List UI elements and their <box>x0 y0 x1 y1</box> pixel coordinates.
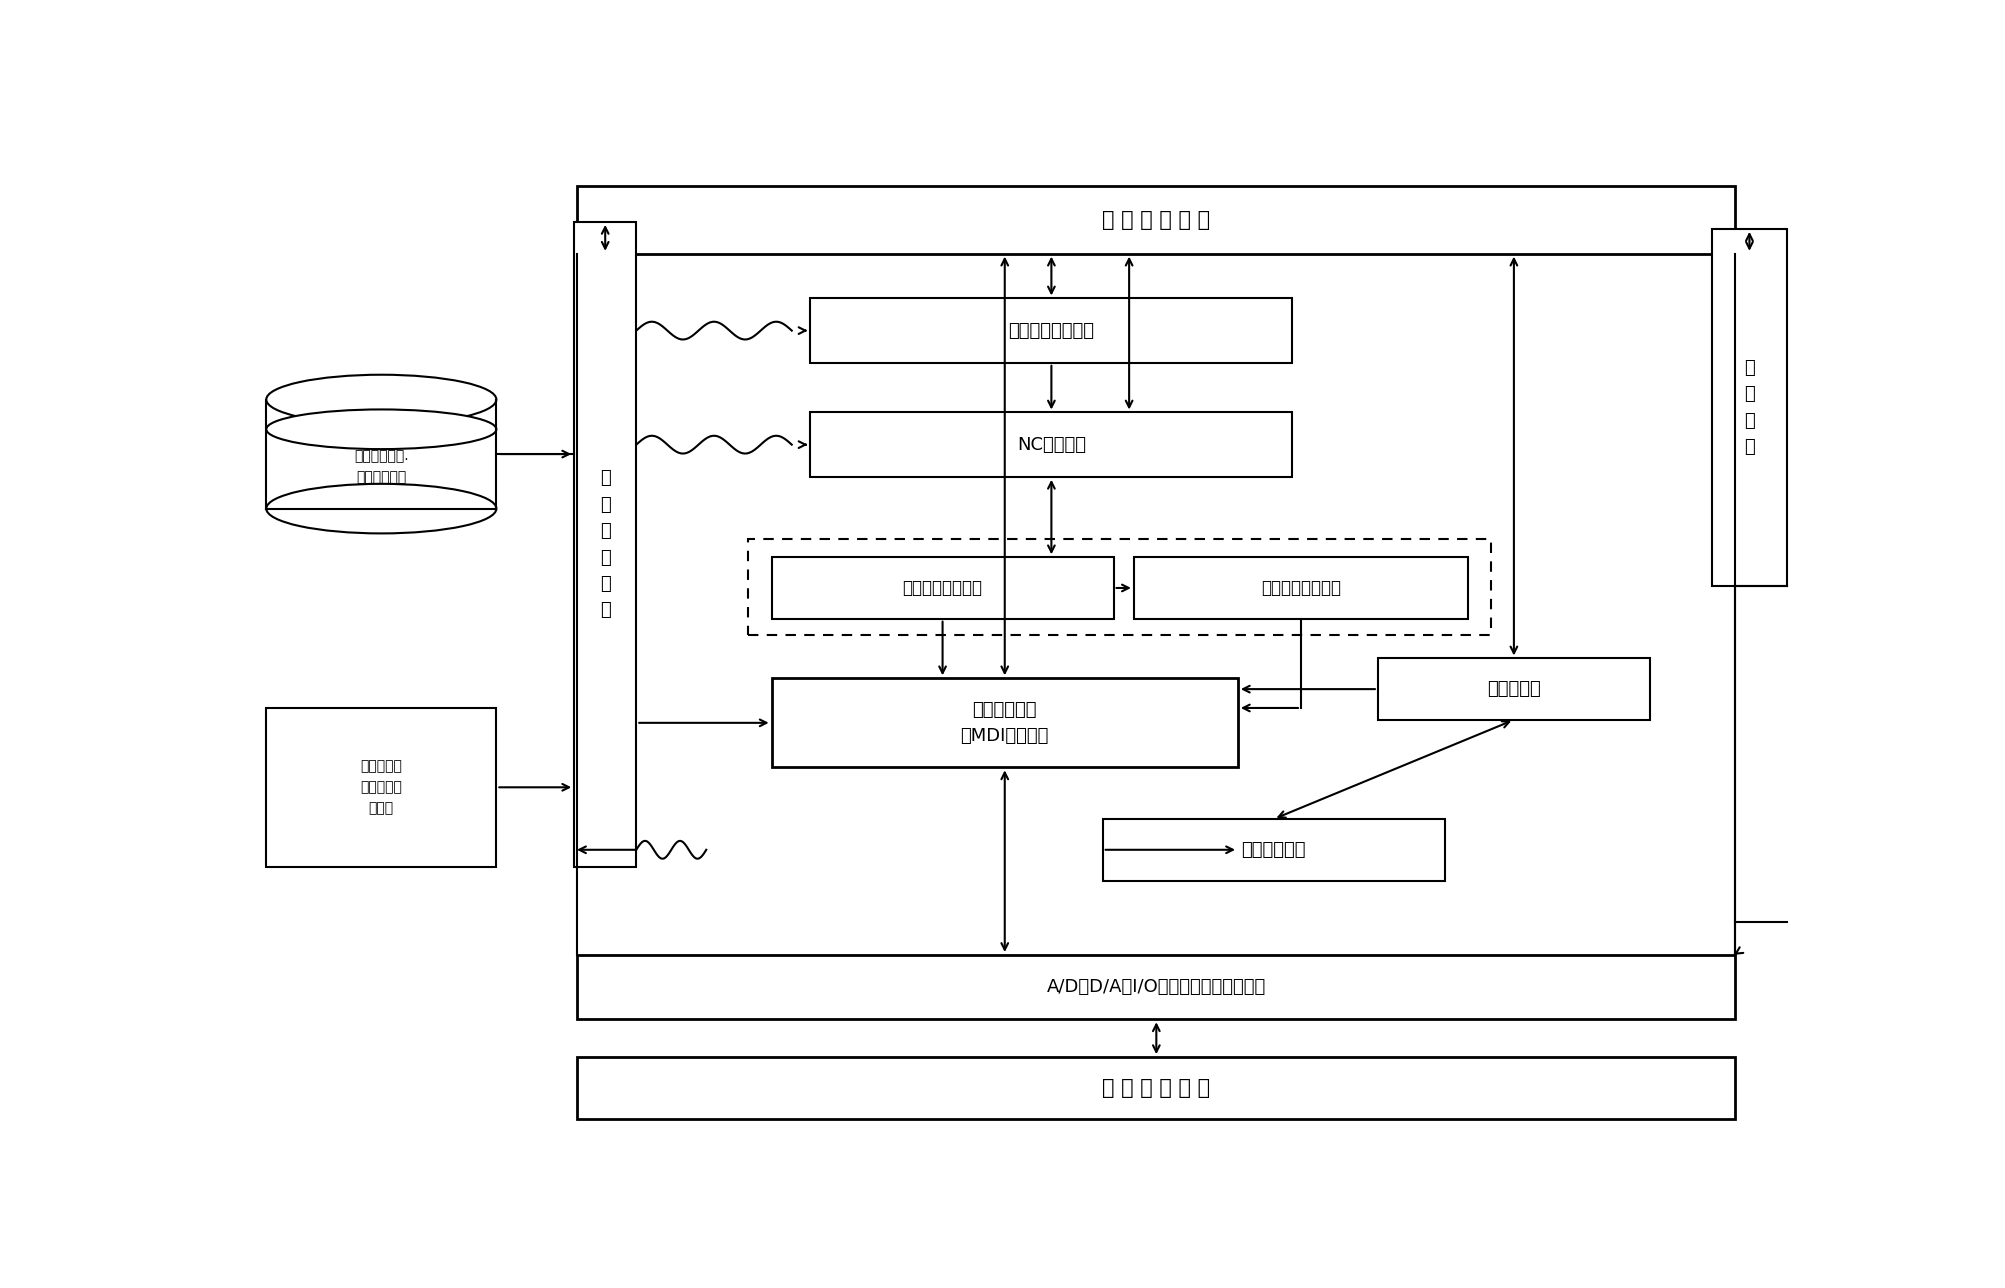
Bar <box>772 558 1113 618</box>
Text: 拉弯过程控制
（MDI、自动）: 拉弯过程控制 （MDI、自动） <box>960 701 1049 744</box>
Bar <box>573 222 636 867</box>
Text: 用 户 界 面 管 理: 用 户 界 面 管 理 <box>1101 210 1209 231</box>
Bar <box>810 299 1291 363</box>
Ellipse shape <box>267 375 495 424</box>
Ellipse shape <box>267 484 495 533</box>
Text: 拉弯过程实时仿真: 拉弯过程实时仿真 <box>1261 580 1339 596</box>
Bar <box>1133 558 1468 618</box>
Text: A/D、D/A、I/O等扩展卡及其驱动程序: A/D、D/A、I/O等扩展卡及其驱动程序 <box>1047 978 1265 996</box>
Text: 操
作
帮
助: 操 作 帮 助 <box>1742 359 1754 456</box>
Bar <box>1377 658 1648 720</box>
Text: 转 台 式 拉 弯 机: 转 台 式 拉 弯 机 <box>1101 1078 1209 1097</box>
Bar <box>772 679 1237 768</box>
Text: 工艺智能生成模块: 工艺智能生成模块 <box>1009 322 1095 340</box>
Ellipse shape <box>267 410 495 450</box>
Text: 拉弯过程及工.
艺信息数据库: 拉弯过程及工. 艺信息数据库 <box>353 450 409 484</box>
Bar <box>577 954 1734 1019</box>
Bar <box>577 1057 1734 1118</box>
Bar <box>577 187 1734 254</box>
Bar <box>748 540 1490 635</box>
Text: 拉弯过程及
工艺信息数
据文件: 拉弯过程及 工艺信息数 据文件 <box>361 760 403 815</box>
Text: NC程序编制: NC程序编制 <box>1017 435 1085 453</box>
Bar <box>1712 229 1786 586</box>
Bar <box>1103 819 1444 881</box>
Text: 拉
弯
数
据
处
理: 拉 弯 数 据 处 理 <box>599 469 610 620</box>
Bar <box>267 708 495 867</box>
Text: 设备初始化: 设备初始化 <box>1486 680 1540 698</box>
Text: 拉弯故障诊断: 拉弯故障诊断 <box>1241 841 1305 859</box>
Text: 拉弯过程离线仿真: 拉弯过程离线仿真 <box>902 580 982 596</box>
Bar <box>810 412 1291 477</box>
